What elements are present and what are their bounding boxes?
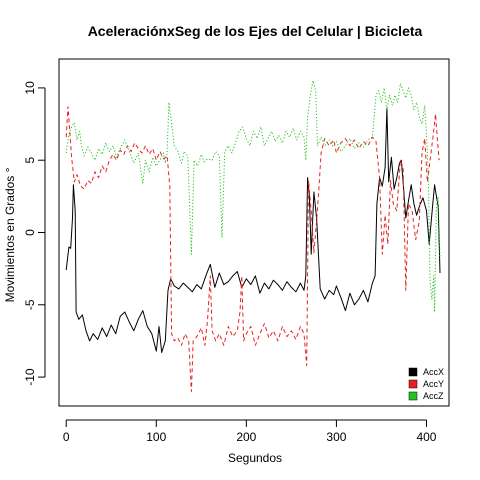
y-tick-label: 0 [23,229,37,236]
x-tick-label: 0 [63,430,70,444]
y-tick-label: -10 [23,368,37,386]
legend-label-accz: AccZ [423,391,444,401]
x-axis: 0 100 200 300 400 [63,420,437,444]
legend-label-accx: AccX [423,367,444,377]
legend-swatch-accy [409,380,417,388]
x-tick-label: 300 [326,430,346,444]
x-axis-label: Segundos [228,451,282,465]
series-line-accy [66,107,439,392]
series-line-accz [66,81,440,312]
legend: AccX AccY AccZ [409,367,444,401]
y-axis: -10 -5 0 5 10 [23,81,45,386]
y-tick-label: -5 [23,299,37,310]
legend-label-accy: AccY [423,379,444,389]
series-line-accx [66,108,440,352]
chart-title: AceleraciónxSeg de los Ejes del Celular … [88,23,423,39]
x-tick-label: 100 [146,430,166,444]
legend-swatch-accx [409,368,417,376]
y-tick-label: 10 [23,81,37,95]
x-tick-label: 200 [236,430,256,444]
plot-frame [59,59,449,406]
y-axis-label: Movimientos en Grados ° [3,167,17,302]
y-tick-label: 5 [23,157,37,164]
series-layer [66,81,440,392]
legend-swatch-accz [409,392,417,400]
x-tick-label: 400 [416,430,436,444]
